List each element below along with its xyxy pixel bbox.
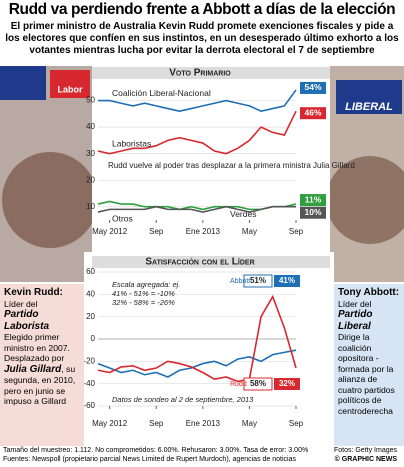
y-tick-label: 10 xyxy=(86,202,95,211)
satisfied-label: 32% xyxy=(279,379,295,388)
series-line xyxy=(97,110,297,155)
y-tick-label: 20 xyxy=(86,312,95,321)
liberal-logo-text: LIBERAL xyxy=(345,101,393,113)
series-line xyxy=(97,294,297,383)
footer-text: © GRAPHIC NEWS xyxy=(334,456,397,463)
y-tick-label: 30 xyxy=(86,149,95,158)
y-tick-label: -40 xyxy=(83,379,95,388)
series-label: Laboristas xyxy=(112,138,151,148)
y-tick-label: 40 xyxy=(86,289,95,298)
dissatisfied-box xyxy=(243,274,273,288)
liberal-logo xyxy=(336,80,402,114)
x-tick-label: Ene 2013 xyxy=(186,419,221,428)
dissatisfied-box xyxy=(243,377,273,391)
bio: Elegido primer ministro en 2007. Desplaz… xyxy=(4,332,70,363)
series-label: Coalición Liberal-Nacional xyxy=(112,88,211,98)
y-tick-label: 60 xyxy=(86,267,95,276)
x-tick-label: May xyxy=(242,227,257,236)
abbott-profile: Tony Abbott: Líder del Partido Liberal D… xyxy=(334,284,404,446)
series-line xyxy=(97,349,297,378)
rudd-profile: Kevin Rudd: Líder del Partido Laborista … xyxy=(0,284,84,446)
rudd-photo xyxy=(2,152,98,248)
labor-logo-text: Labor xyxy=(57,84,82,94)
series-label: Otros xyxy=(112,213,133,223)
end-label: 54% xyxy=(304,82,321,92)
chart-title: Voto Primario xyxy=(169,68,231,79)
x-tick-label: May 2012 xyxy=(92,227,128,236)
end-label: 46% xyxy=(304,107,321,117)
annotation: Datos de sondeo al 2 de septiembre, 2013 xyxy=(112,395,254,404)
panel xyxy=(92,66,330,246)
chart-title: Satisfacción con el Líder xyxy=(145,257,254,268)
satisfied-box xyxy=(274,378,300,390)
abbott-photo xyxy=(326,156,404,244)
flag xyxy=(0,66,46,100)
name: Kevin Rudd: xyxy=(4,287,63,298)
bio: Julia Gillard xyxy=(4,363,62,375)
x-tick-label: May 2012 xyxy=(92,419,128,428)
title: Rudd va perdiendo frente a Abbott a días… xyxy=(8,1,396,18)
bio: , su segunda, en 2010, pero en junio se … xyxy=(4,363,76,407)
x-tick-label: Sep xyxy=(149,419,164,428)
y-tick-label: 50 xyxy=(86,96,95,105)
role: Líder del xyxy=(4,298,38,309)
y-tick-label: -60 xyxy=(83,401,95,410)
annotation: 32% - 58% = -26% xyxy=(112,298,175,307)
annotation: Escala agregada: ej. xyxy=(112,280,180,289)
chart-header xyxy=(92,67,330,79)
y-tick-label: 40 xyxy=(86,122,95,131)
series-label: Abbott xyxy=(230,278,250,285)
role: Líder del xyxy=(338,298,372,309)
series-label: Verdes xyxy=(230,209,256,219)
footer: Tamaño del muestreo: 1.112. No compromet… xyxy=(3,447,403,454)
subtitle: El primer ministro de Australia Kevin Ru… xyxy=(5,21,399,56)
dissatisfied-label: 58% xyxy=(250,379,266,388)
y-tick-label: 20 xyxy=(86,175,95,184)
satisfied-box xyxy=(274,275,300,287)
annotation: Rudd vuelve al poder tras desplazar a la… xyxy=(108,161,355,170)
series-label: Rudd xyxy=(230,381,247,388)
bio: Dirige la coalición opositora -formada p… xyxy=(338,332,395,416)
labor-logo xyxy=(50,70,90,98)
end-label: 11% xyxy=(305,194,322,204)
x-tick-label: Sep xyxy=(289,419,304,428)
satisfied-label: 41% xyxy=(279,276,295,285)
end-label-box xyxy=(300,194,326,207)
annotation: 41% - 51% = -10% xyxy=(112,289,175,298)
party: Partido Laborista xyxy=(4,309,50,332)
dissatisfied-label: 51% xyxy=(250,276,266,285)
party: Partido Liberal xyxy=(338,309,373,332)
footer-text: Fuentes: Newspoll (propietario parcial N… xyxy=(3,456,296,463)
series-line xyxy=(98,89,297,113)
footer-text: Tamaño del muestreo: 1.112. No compromet… xyxy=(3,447,309,454)
end-label: 10% xyxy=(304,207,321,217)
name: Tony Abbott: xyxy=(338,287,400,298)
x-tick-label: May xyxy=(242,419,257,428)
series-line xyxy=(97,205,296,213)
footer: Fuentes: Newspoll (propietario parcial N… xyxy=(3,456,403,463)
y-tick-label: 0 xyxy=(91,334,96,343)
x-tick-label: Sep xyxy=(149,227,164,236)
footer-text: Fotos: Getty Images xyxy=(333,447,397,454)
end-label-box xyxy=(300,107,326,120)
chart-header xyxy=(92,256,330,268)
end-label-box xyxy=(300,81,326,94)
x-tick-label: Ene 2013 xyxy=(186,227,221,236)
end-label-box xyxy=(300,206,326,219)
x-tick-label: Sep xyxy=(289,227,304,236)
y-tick-label: -20 xyxy=(83,356,95,365)
